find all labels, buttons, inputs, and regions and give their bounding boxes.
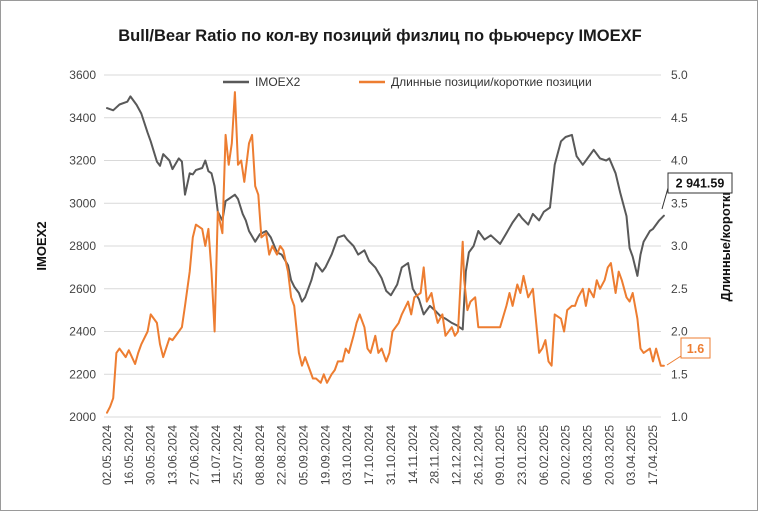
x-tick-label: 09.01.2025 xyxy=(493,425,507,485)
callout-ratio: 1.6 xyxy=(666,337,711,366)
x-tick-label: 02.05.2024 xyxy=(100,425,114,485)
x-tick-label: 26.12.2024 xyxy=(471,425,485,485)
x-tick-label: 16.05.2024 xyxy=(122,425,136,485)
right-tick-label: 1.0 xyxy=(671,410,688,424)
x-tick-label: 03.04.2025 xyxy=(624,425,638,485)
right-axis-title: Длинные/короткие xyxy=(718,180,733,301)
right-tick-label: 5.0 xyxy=(671,68,688,82)
x-tick-label: 20.02.2025 xyxy=(559,425,573,485)
legend: IMOEX2 Длинные позиции/короткие позиции xyxy=(223,75,592,89)
legend-label-ratio: Длинные позиции/короткие позиции xyxy=(391,75,592,89)
right-tick-label: 2.5 xyxy=(671,282,688,296)
left-tick-label: 2600 xyxy=(69,282,96,296)
x-tick-label: 17.10.2024 xyxy=(362,425,376,485)
right-axis-ticks: 1.0 1.5 2.0 2.5 3.0 3.5 4.0 4.5 5.0 xyxy=(671,68,688,424)
x-tick-label: 19.09.2024 xyxy=(318,425,332,485)
x-tick-label: 11.07.2024 xyxy=(209,425,223,484)
x-tick-label: 20.03.2025 xyxy=(602,425,616,485)
left-axis-title: IMOEX2 xyxy=(34,221,49,270)
x-tick-label: 27.06.2024 xyxy=(187,425,201,485)
right-tick-label: 4.0 xyxy=(671,154,688,168)
x-tick-label: 31.10.2024 xyxy=(384,425,398,485)
x-tick-label: 17.04.2025 xyxy=(646,425,660,485)
x-tick-label: 14.11.2024 xyxy=(406,425,420,484)
left-tick-label: 3200 xyxy=(69,154,96,168)
right-tick-label: 3.0 xyxy=(671,239,688,253)
right-tick-label: 4.5 xyxy=(671,111,688,125)
x-tick-label: 23.01.2025 xyxy=(515,425,529,485)
legend-label-imoex2: IMOEX2 xyxy=(255,75,301,89)
left-tick-label: 2400 xyxy=(69,325,96,339)
x-tick-label: 28.11.2024 xyxy=(428,425,442,484)
x-tick-label: 22.08.2024 xyxy=(275,425,289,485)
right-tick-label: 2.0 xyxy=(671,325,688,339)
chart-title: Bull/Bear Ratio по кол-ву позиций физлиц… xyxy=(118,27,641,45)
callout-ratio-value: 1.6 xyxy=(687,342,704,356)
callout-imoex2-box xyxy=(667,172,733,194)
right-tick-label: 1.5 xyxy=(671,367,688,381)
left-tick-label: 2200 xyxy=(69,367,96,381)
series-line-long-short-ratio xyxy=(106,91,665,414)
left-tick-label: 3400 xyxy=(69,111,96,125)
callout-ratio-box xyxy=(680,337,711,359)
x-tick-label: 03.10.2024 xyxy=(340,425,354,485)
x-tick-label: 30.05.2024 xyxy=(144,425,158,485)
gridlines xyxy=(104,74,661,418)
series-line-imoex2 xyxy=(106,95,665,331)
x-tick-label: 06.03.2025 xyxy=(580,425,594,485)
x-tick-label: 13.06.2024 xyxy=(166,425,180,485)
x-tick-label: 05.09.2024 xyxy=(297,425,311,485)
left-tick-label: 3000 xyxy=(69,196,96,210)
callout-imoex2-value: 2 941.59 xyxy=(676,177,725,191)
x-tick-label: 25.07.2024 xyxy=(231,425,245,485)
left-tick-label: 2800 xyxy=(69,239,96,253)
left-tick-label: 2000 xyxy=(69,410,96,424)
left-tick-label: 3600 xyxy=(69,68,96,82)
x-tick-label: 08.08.2024 xyxy=(253,425,267,485)
x-axis-ticks: 02.05.2024 16.05.2024 30.05.2024 13.06.2024… xyxy=(100,425,660,485)
callout-imoex2: 2 941.59 xyxy=(661,172,733,210)
right-tick-label: 3.5 xyxy=(671,196,688,210)
left-axis-ticks: 2000 2200 2400 2600 2800 3000 3200 3400 3600 xyxy=(69,68,96,424)
x-tick-label: 12.12.2024 xyxy=(449,425,463,485)
series-layer xyxy=(106,91,665,414)
x-tick-label: 06.02.2025 xyxy=(537,425,551,485)
